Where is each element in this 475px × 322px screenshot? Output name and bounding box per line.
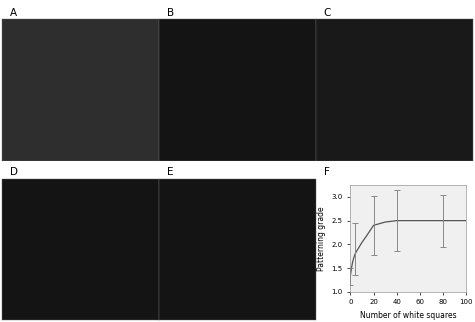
Y-axis label: Patterning grade: Patterning grade bbox=[317, 206, 326, 271]
X-axis label: Number of white squares: Number of white squares bbox=[360, 311, 456, 320]
Text: F: F bbox=[323, 167, 330, 177]
Text: B: B bbox=[167, 7, 174, 17]
Text: A: A bbox=[10, 7, 17, 17]
Text: D: D bbox=[10, 167, 18, 177]
Text: E: E bbox=[167, 167, 173, 177]
Text: C: C bbox=[323, 7, 331, 17]
